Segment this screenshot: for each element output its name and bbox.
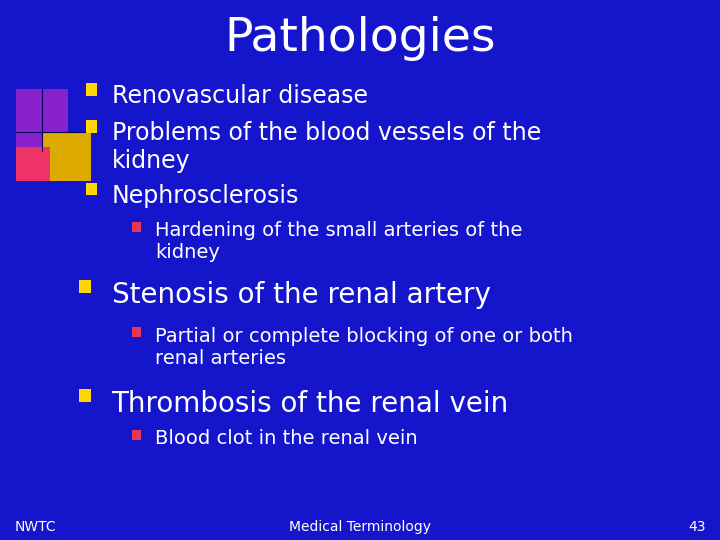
Text: NWTC: NWTC: [14, 519, 56, 534]
Text: Hardening of the small arteries of the
kidney: Hardening of the small arteries of the k…: [155, 221, 522, 262]
FancyBboxPatch shape: [86, 83, 97, 96]
FancyBboxPatch shape: [79, 280, 91, 293]
FancyBboxPatch shape: [79, 389, 91, 402]
FancyBboxPatch shape: [132, 327, 142, 337]
FancyBboxPatch shape: [132, 222, 142, 232]
Text: Thrombosis of the renal vein: Thrombosis of the renal vein: [112, 390, 509, 418]
Text: Pathologies: Pathologies: [224, 16, 496, 61]
Text: Stenosis of the renal artery: Stenosis of the renal artery: [112, 281, 490, 309]
FancyBboxPatch shape: [42, 132, 91, 181]
FancyBboxPatch shape: [86, 183, 97, 195]
FancyBboxPatch shape: [16, 147, 50, 181]
FancyBboxPatch shape: [16, 89, 68, 151]
Text: Medical Terminology: Medical Terminology: [289, 519, 431, 534]
FancyBboxPatch shape: [86, 120, 97, 133]
Text: Renovascular disease: Renovascular disease: [112, 84, 368, 107]
Text: Partial or complete blocking of one or both
renal arteries: Partial or complete blocking of one or b…: [155, 327, 572, 368]
Text: Nephrosclerosis: Nephrosclerosis: [112, 184, 299, 207]
Text: Blood clot in the renal vein: Blood clot in the renal vein: [155, 429, 418, 448]
FancyBboxPatch shape: [132, 430, 142, 440]
Text: 43: 43: [688, 519, 706, 534]
Text: Problems of the blood vessels of the
kidney: Problems of the blood vessels of the kid…: [112, 122, 541, 173]
